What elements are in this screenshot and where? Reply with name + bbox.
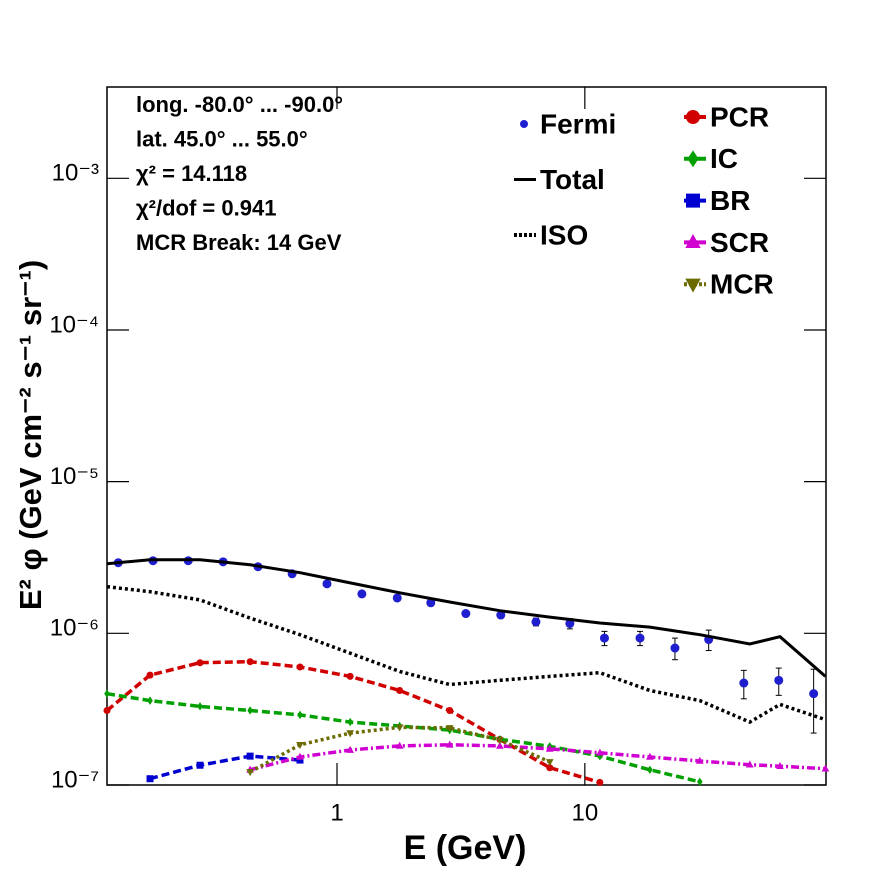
plot-frame	[106, 86, 827, 786]
marker	[446, 706, 454, 714]
marker	[695, 756, 704, 764]
annotation: χ²/dof = 0.941	[136, 195, 276, 220]
marker	[531, 617, 541, 627]
y-tick-label: 10⁻⁴	[49, 311, 99, 338]
marker	[147, 696, 153, 705]
marker	[346, 730, 355, 738]
series-line	[106, 584, 826, 725]
marker	[597, 751, 603, 761]
y-axis-title: E² φ (GeV cm⁻² s⁻¹ sr⁻¹)	[13, 260, 48, 610]
series-line	[149, 754, 301, 781]
marker	[686, 110, 700, 124]
marker	[647, 765, 653, 774]
marker	[745, 760, 754, 768]
marker	[495, 737, 504, 745]
legend-label: Fermi	[540, 108, 616, 139]
legend-label: IC	[710, 143, 738, 174]
x-axis-title: E (GeV)	[404, 829, 527, 867]
marker	[545, 759, 554, 767]
annotation: long. -80.0° ... -90.0°	[136, 92, 343, 117]
marker	[296, 756, 304, 764]
marker	[296, 742, 304, 750]
x-tick-label: 1	[330, 799, 343, 826]
marker	[686, 193, 700, 208]
marker	[196, 659, 204, 667]
legend-label: PCR	[710, 101, 769, 132]
marker	[392, 593, 402, 603]
marker	[739, 678, 749, 688]
marker	[246, 658, 254, 666]
marker	[104, 689, 110, 698]
marker	[599, 633, 609, 643]
legend-label: BR	[710, 185, 750, 216]
series-line	[106, 558, 827, 678]
marker	[520, 120, 528, 128]
marker	[396, 686, 404, 694]
marker	[670, 643, 680, 653]
marker	[496, 610, 506, 620]
marker	[776, 762, 784, 770]
marker	[296, 752, 304, 760]
legend-label: MCR	[710, 269, 774, 300]
annotation: lat. 45.0° ... 55.0°	[136, 126, 308, 151]
marker	[696, 777, 703, 786]
marker	[687, 150, 699, 168]
marker	[596, 778, 604, 786]
legend-label: SCR	[710, 227, 769, 258]
y-tick-label: 10⁻⁶	[50, 615, 99, 642]
marker	[346, 672, 354, 680]
marker	[685, 234, 701, 248]
marker	[146, 775, 154, 783]
marker	[246, 769, 254, 777]
marker	[774, 675, 784, 685]
marker	[545, 744, 554, 752]
marker	[685, 278, 701, 293]
annotation: MCR Break: 14 GeV	[136, 230, 342, 255]
marker	[297, 710, 303, 720]
marker	[821, 764, 830, 772]
marker	[565, 619, 575, 629]
marker	[646, 752, 654, 760]
marker	[395, 724, 404, 732]
y-tick-label: 10⁻⁷	[51, 766, 99, 793]
marker	[445, 740, 454, 748]
y-tick-label: 10⁻³	[52, 160, 99, 187]
marker	[596, 748, 604, 756]
marker	[461, 609, 471, 619]
annotation: χ² = 14.118	[136, 161, 247, 186]
marker	[395, 741, 404, 749]
marker	[546, 764, 554, 772]
marker	[246, 752, 254, 760]
marker	[196, 761, 204, 769]
marker	[146, 671, 154, 679]
marker	[357, 589, 367, 599]
marker	[426, 598, 436, 608]
marker	[247, 706, 253, 715]
marker	[322, 579, 332, 589]
marker	[635, 633, 645, 643]
marker	[809, 689, 819, 699]
y-tick-label: 10⁻⁵	[50, 463, 99, 490]
marker	[346, 745, 355, 753]
marker	[103, 706, 111, 714]
marker	[495, 741, 504, 749]
marker	[445, 725, 454, 733]
legend-label: ISO	[540, 219, 588, 250]
marker	[197, 702, 203, 711]
x-tick-label: 10	[571, 799, 598, 826]
legend-label: Total	[540, 164, 605, 195]
marker	[296, 663, 304, 671]
marker	[347, 717, 353, 727]
